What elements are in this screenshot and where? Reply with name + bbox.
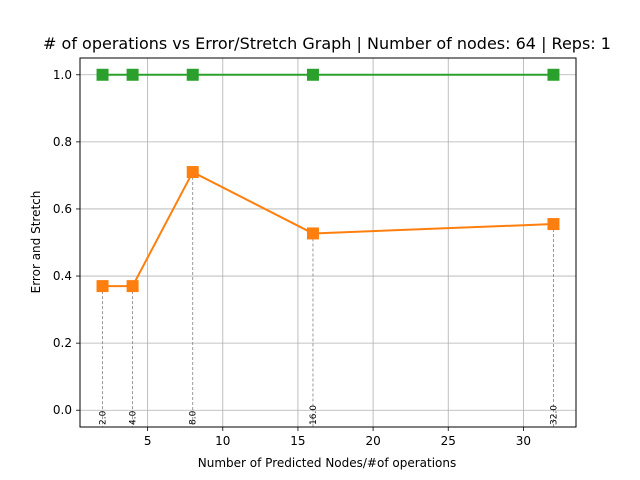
series-marker — [96, 68, 109, 81]
point-drop-lines — [102, 172, 554, 427]
x-tick-label: 5 — [144, 434, 152, 448]
x-point-label: 4.0 — [129, 410, 139, 425]
series-marker — [547, 218, 560, 231]
y-tick-label: 0.4 — [53, 269, 72, 283]
y-tick-label: 0.6 — [53, 202, 72, 216]
y-tick-label: 0.0 — [53, 403, 72, 417]
grid — [80, 58, 576, 427]
x-tick-label: 20 — [365, 434, 380, 448]
series-marker — [96, 280, 109, 293]
x-tick-label: 15 — [290, 434, 305, 448]
series-marker — [186, 68, 199, 81]
x-point-label: 32.0 — [549, 405, 559, 425]
y-ticks: 0.0 0.2 0.4 0.6 0.8 1.0 — [53, 68, 80, 417]
series-layer — [96, 68, 560, 293]
series-marker — [306, 68, 319, 81]
x-tick-label: 10 — [215, 434, 230, 448]
x-tick-label: 30 — [516, 434, 531, 448]
x-point-label: 8.0 — [189, 410, 199, 425]
x-tick-label: 25 — [441, 434, 456, 448]
series-line — [102, 170, 554, 288]
y-tick-label: 0.8 — [53, 135, 72, 149]
chart-title: # of operations vs Error/Stretch Graph |… — [43, 34, 611, 53]
series-marker — [547, 68, 560, 81]
x-point-label: 2.0 — [99, 410, 109, 425]
plot-frame — [79, 57, 577, 428]
series-marker — [126, 68, 139, 81]
y-tick-label: 1.0 — [53, 68, 72, 82]
series-marker — [186, 166, 199, 179]
y-axis-label: Error and Stretch — [29, 191, 43, 294]
x-axis-label: Number of Predicted Nodes/#of operations — [198, 456, 456, 470]
series-marker — [306, 227, 319, 240]
series-marker — [126, 280, 139, 293]
x-ticks: 5 10 15 20 25 30 — [144, 427, 531, 448]
y-tick-label: 0.2 — [53, 336, 72, 350]
x-point-label: 16.0 — [309, 405, 319, 425]
x-point-labels: 2.0 4.0 8.0 16.0 32.0 — [99, 405, 560, 425]
